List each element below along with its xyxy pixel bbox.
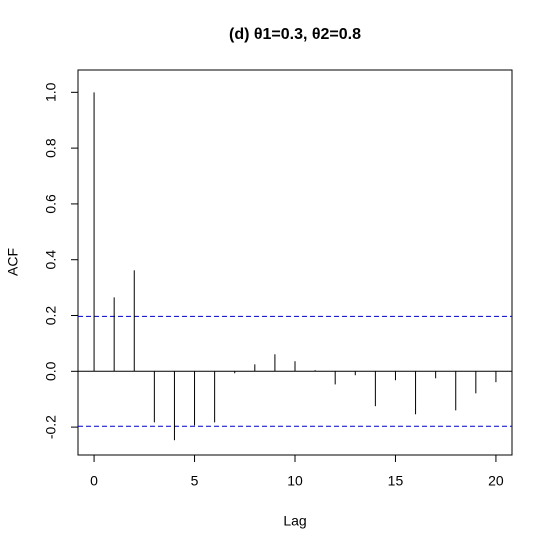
x-tick-label: 20 bbox=[488, 473, 504, 489]
y-tick-label: 1.0 bbox=[43, 82, 59, 102]
y-tick-label: 0.4 bbox=[43, 250, 59, 270]
x-axis-label: Lag bbox=[283, 513, 306, 529]
x-tick-label: 0 bbox=[90, 473, 98, 489]
x-tick-label: 15 bbox=[388, 473, 404, 489]
y-axis-label: ACF bbox=[5, 248, 21, 276]
chart-title: (d) θ1=0.3, θ2=0.8 bbox=[229, 26, 361, 43]
y-tick-label: 0.0 bbox=[43, 361, 59, 381]
y-tick-label: -0.2 bbox=[43, 415, 59, 439]
x-tick-label: 5 bbox=[191, 473, 199, 489]
y-tick-label: 0.6 bbox=[43, 194, 59, 214]
y-tick-label: 0.2 bbox=[43, 306, 59, 326]
y-tick-label: 0.8 bbox=[43, 138, 59, 158]
plot-box bbox=[77, 69, 513, 456]
x-tick-label: 10 bbox=[287, 473, 303, 489]
